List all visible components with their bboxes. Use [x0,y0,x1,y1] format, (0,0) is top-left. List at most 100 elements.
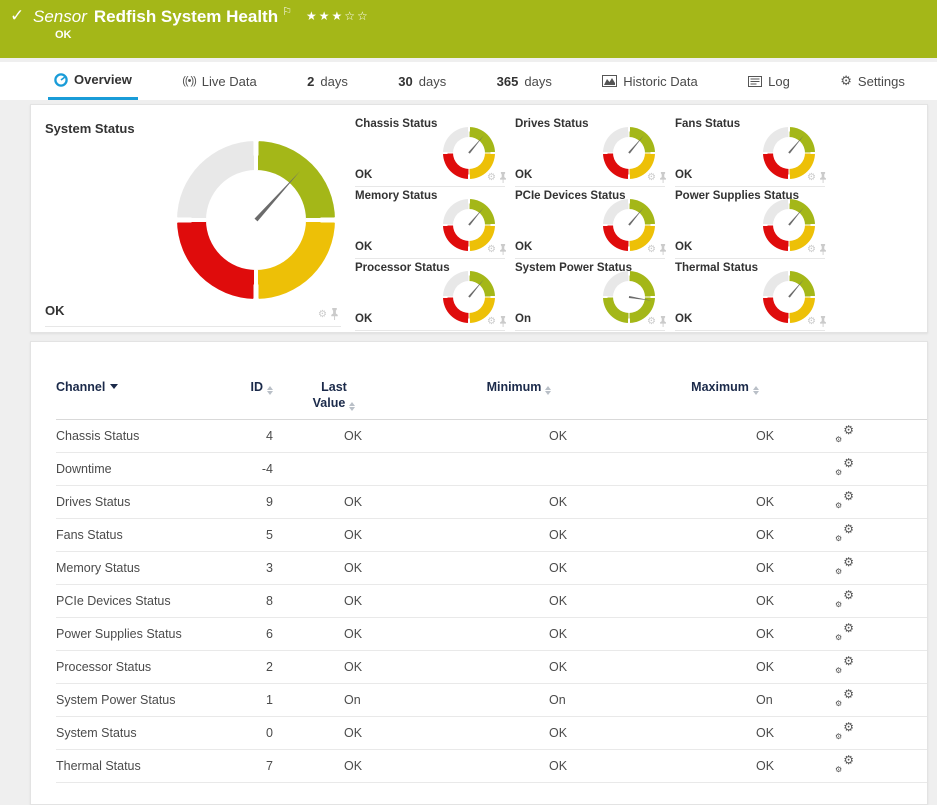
tab-365-days[interactable]: 365 days [491,62,558,100]
table-row[interactable]: System Power Status 1 On On On ⚙ ⚙ [56,684,927,718]
channel-id: 0 [266,726,273,741]
tab-bar: Overview ((•)) Live Data 2 days 30 days … [0,62,937,100]
channel-name[interactable]: Drives Status [56,495,131,510]
pin-icon[interactable] [659,172,667,183]
column-header-channel[interactable]: Channel [56,380,216,394]
gauge-title: Chassis Status [355,118,438,130]
gauge-title: Power Supplies Status [675,190,799,202]
edit-channel-icon[interactable]: ⚙ ⚙ [835,753,854,775]
tab-overview[interactable]: Overview [48,62,138,100]
channel-name[interactable]: Thermal Status [56,759,141,774]
table-row[interactable]: Chassis Status 4 OK OK OK ⚙ ⚙ [56,420,927,454]
edit-channel-icon[interactable]: ⚙ ⚙ [835,654,854,676]
channel-id: 2 [266,660,273,675]
gauge-cell-pcie-devices-status: PCIe Devices Status OK ⚙ [515,187,667,259]
channel-gear-icon[interactable]: ⚙ [647,244,656,255]
gauge-cell-fans-status: Fans Status OK ⚙ [675,115,827,187]
tab-historic-data[interactable]: Historic Data [596,62,703,100]
pin-icon[interactable] [659,316,667,327]
column-header-maximum[interactable]: Maximum [681,380,821,395]
pin-icon[interactable] [659,244,667,255]
flag-icon[interactable]: ⚐ [282,6,292,18]
channel-gear-icon[interactable]: ⚙ [487,316,496,327]
channel-gear-icon[interactable]: ⚙ [647,316,656,327]
channel-gear-icon[interactable]: ⚙ [807,244,816,255]
column-header-minimum[interactable]: Minimum [476,380,681,395]
channel-name[interactable]: PCIe Devices Status [56,594,171,609]
maximum-value: OK [756,429,775,444]
maximum-value: OK [756,594,775,609]
channel-gear-icon[interactable]: ⚙ [647,172,656,183]
gauge-title: Processor Status [355,262,450,274]
gauge-value: OK [355,241,373,253]
last-value: OK [344,429,363,444]
last-value: OK [344,726,363,741]
sort-icon [349,401,356,411]
tab-settings[interactable]: ⚙ Settings [834,62,911,100]
edit-channel-icon[interactable]: ⚙ ⚙ [835,456,854,478]
gauge-value: OK [355,169,373,181]
edit-channel-icon[interactable]: ⚙ ⚙ [835,588,854,610]
gauge-cell-thermal-status: Thermal Status OK ⚙ [675,259,827,331]
fans-status-gauge [763,127,815,179]
sort-icon [752,386,759,395]
channel-id: 3 [266,561,273,576]
pin-icon[interactable] [819,172,827,183]
edit-channel-icon[interactable]: ⚙ ⚙ [835,522,854,544]
tab-number: 365 [496,73,519,89]
tab-live-data[interactable]: ((•)) Live Data [176,62,262,100]
gauge-cell-memory-status: Memory Status OK ⚙ [355,187,507,259]
drives-status-gauge [603,127,655,179]
minimum-value: OK [549,495,568,510]
table-row[interactable]: Power Supplies Status 6 OK OK OK ⚙ ⚙ [56,618,927,652]
pin-icon[interactable] [499,244,507,255]
tab-30-days[interactable]: 30 days [392,62,452,100]
table-row[interactable]: System Status 0 OK OK OK ⚙ ⚙ [56,717,927,751]
pin-icon[interactable] [819,244,827,255]
last-value: OK [344,660,363,675]
edit-channel-icon[interactable]: ⚙ ⚙ [835,489,854,511]
pin-icon[interactable] [330,308,339,320]
table-row[interactable]: Memory Status 3 OK OK OK ⚙ ⚙ [56,552,927,586]
channel-gear-icon[interactable]: ⚙ [487,244,496,255]
pin-icon[interactable] [819,316,827,327]
edit-channel-icon[interactable]: ⚙ ⚙ [835,720,854,742]
channel-gear-icon[interactable]: ⚙ [807,172,816,183]
edit-channel-icon[interactable]: ⚙ ⚙ [835,423,854,445]
column-header-last-value[interactable]: Last Value [273,380,476,411]
table-row[interactable]: Downtime -4 ⚙ ⚙ [56,453,927,487]
channel-name[interactable]: Downtime [56,462,112,477]
table-row[interactable]: Thermal Status 7 OK OK OK ⚙ ⚙ [56,750,927,784]
priority-star-rating[interactable]: ★★★☆☆ [305,9,370,23]
column-header-id[interactable]: ID [216,380,273,395]
minimum-value: OK [549,627,568,642]
edit-channel-icon[interactable]: ⚙ ⚙ [835,555,854,577]
channel-name[interactable]: Chassis Status [56,429,140,444]
tab-log[interactable]: Log [742,62,796,100]
channel-gear-icon[interactable]: ⚙ [807,316,816,327]
channel-id: 6 [266,627,273,642]
tab-2-days[interactable]: 2 days [301,62,354,100]
channel-name[interactable]: Memory Status [56,561,141,576]
gauge-cell-drives-status: Drives Status OK ⚙ [515,115,667,187]
channel-name[interactable]: System Power Status [56,693,176,708]
table-row[interactable]: Processor Status 2 OK OK OK ⚙ ⚙ [56,651,927,685]
pin-icon[interactable] [499,316,507,327]
channel-gear-icon[interactable]: ⚙ [487,172,496,183]
channel-name[interactable]: System Status [56,726,137,741]
pin-icon[interactable] [499,172,507,183]
minimum-value: OK [549,528,568,543]
edit-channel-icon[interactable]: ⚙ ⚙ [835,621,854,643]
minimum-value: On [549,693,566,708]
edit-channel-icon[interactable]: ⚙ ⚙ [835,687,854,709]
channel-name[interactable]: Processor Status [56,660,152,675]
log-icon [748,75,763,87]
live-data-icon: ((•)) [182,75,196,87]
table-row[interactable]: Drives Status 9 OK OK OK ⚙ ⚙ [56,486,927,520]
table-row[interactable]: PCIe Devices Status 8 OK OK OK ⚙ ⚙ [56,585,927,619]
channel-name[interactable]: Fans Status [56,528,123,543]
gauge-title: System Power Status [515,262,632,274]
channel-name[interactable]: Power Supplies Status [56,627,182,642]
table-row[interactable]: Fans Status 5 OK OK OK ⚙ ⚙ [56,519,927,553]
channel-gear-icon[interactable]: ⚙ [318,308,327,320]
